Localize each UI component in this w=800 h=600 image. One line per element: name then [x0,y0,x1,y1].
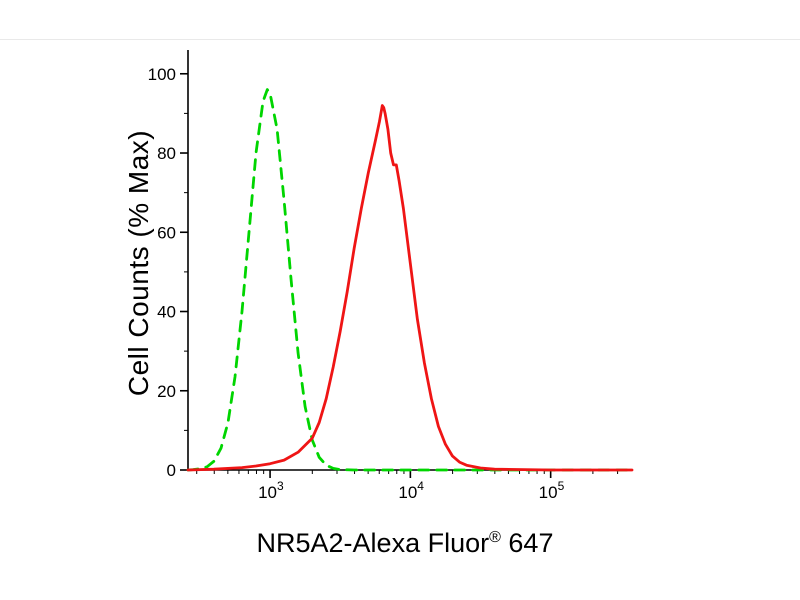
y-tick-label: 20 [157,382,176,401]
y-axis-label: Cell Counts (% Max) [123,123,157,403]
y-tick-label: 40 [157,303,176,322]
x-axis-label: NR5A2-Alexa Fluor® 647 [195,528,615,564]
x-axis-label-suffix: 647 [500,528,554,558]
x-tick-label: 103 [258,479,284,502]
top-divider [0,39,800,40]
series-curve-negative-control [186,88,634,472]
x-tick-label: 104 [398,479,424,502]
y-tick-label: 60 [157,223,176,242]
series-curve-nr5a2-alexa-fluor-647 [186,104,634,472]
registered-trademark-symbol: ® [489,529,501,546]
y-tick-label: 100 [148,65,176,84]
x-axis-label-main: NR5A2-Alexa Fluor [256,528,490,558]
y-axis-label-text: Cell Counts (% Max) [123,129,154,397]
y-tick-label: 0 [167,461,176,480]
x-tick-label: 105 [539,479,565,502]
y-tick-label: 80 [157,144,176,163]
